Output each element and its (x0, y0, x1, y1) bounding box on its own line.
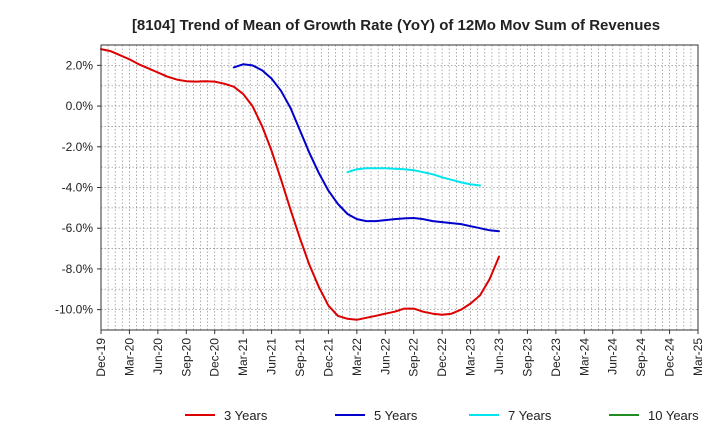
x-tick-label: Dec-24 (663, 338, 677, 377)
x-tick-label: Dec-20 (208, 338, 222, 377)
x-tick-label: Sep-21 (293, 338, 307, 377)
x-tick-label: Jun-24 (606, 338, 620, 375)
legend-label-7-years: 7 Years (508, 408, 552, 423)
legend: 3 Years 5 Years 7 Years 10 Years (185, 408, 699, 423)
x-tick-label: Dec-19 (94, 338, 108, 377)
y-tick-label: 2.0% (66, 58, 94, 72)
y-tick-label: -10.0% (55, 303, 93, 317)
x-tick-label: Dec-22 (435, 338, 449, 377)
x-tick-label: Sep-22 (407, 338, 421, 377)
x-tick-label: Jun-22 (378, 338, 392, 375)
x-tick-label: Sep-20 (179, 338, 193, 377)
x-tick-label: Mar-25 (691, 338, 705, 376)
x-tick-label: Jun-20 (151, 338, 165, 375)
x-tick-label: Mar-24 (577, 338, 591, 376)
series-line-7-years (346, 167, 481, 187)
y-tick-label: 0.0% (66, 99, 94, 113)
series-line-5-years (232, 63, 500, 233)
chart-title: [8104] Trend of Mean of Growth Rate (YoY… (132, 17, 660, 34)
legend-label-10-years: 10 Years (648, 408, 699, 423)
y-tick-label: -8.0% (62, 262, 94, 276)
x-tick-label: Jun-23 (492, 338, 506, 375)
y-axis-ticks: 2.0% 0.0% -2.0% -4.0% -6.0% -8.0% -10.0% (55, 58, 101, 317)
x-tick-label: Mar-23 (464, 338, 478, 376)
x-axis-ticks: Dec-19 Mar-20 Jun-20 Sep-20 Dec-20 Mar-21 Jun-… (94, 330, 705, 377)
x-tick-label: Mar-22 (350, 338, 364, 376)
x-tick-label: Dec-23 (549, 338, 563, 377)
x-tick-label: Sep-24 (634, 338, 648, 377)
series-layer (100, 48, 500, 321)
legend-label-5-years: 5 Years (374, 408, 418, 423)
y-tick-label: -2.0% (62, 140, 94, 154)
x-tick-label: Mar-20 (122, 338, 136, 376)
x-tick-label: Dec-21 (321, 338, 335, 377)
legend-label-3-years: 3 Years (224, 408, 268, 423)
y-tick-label: -4.0% (62, 181, 94, 195)
x-tick-label: Mar-21 (236, 338, 250, 376)
x-tick-label: Jun-21 (265, 338, 279, 375)
y-tick-label: -6.0% (62, 221, 94, 235)
grid-layer (101, 45, 698, 330)
x-tick-label: Sep-23 (520, 338, 534, 377)
series-line-3-years (100, 48, 500, 321)
